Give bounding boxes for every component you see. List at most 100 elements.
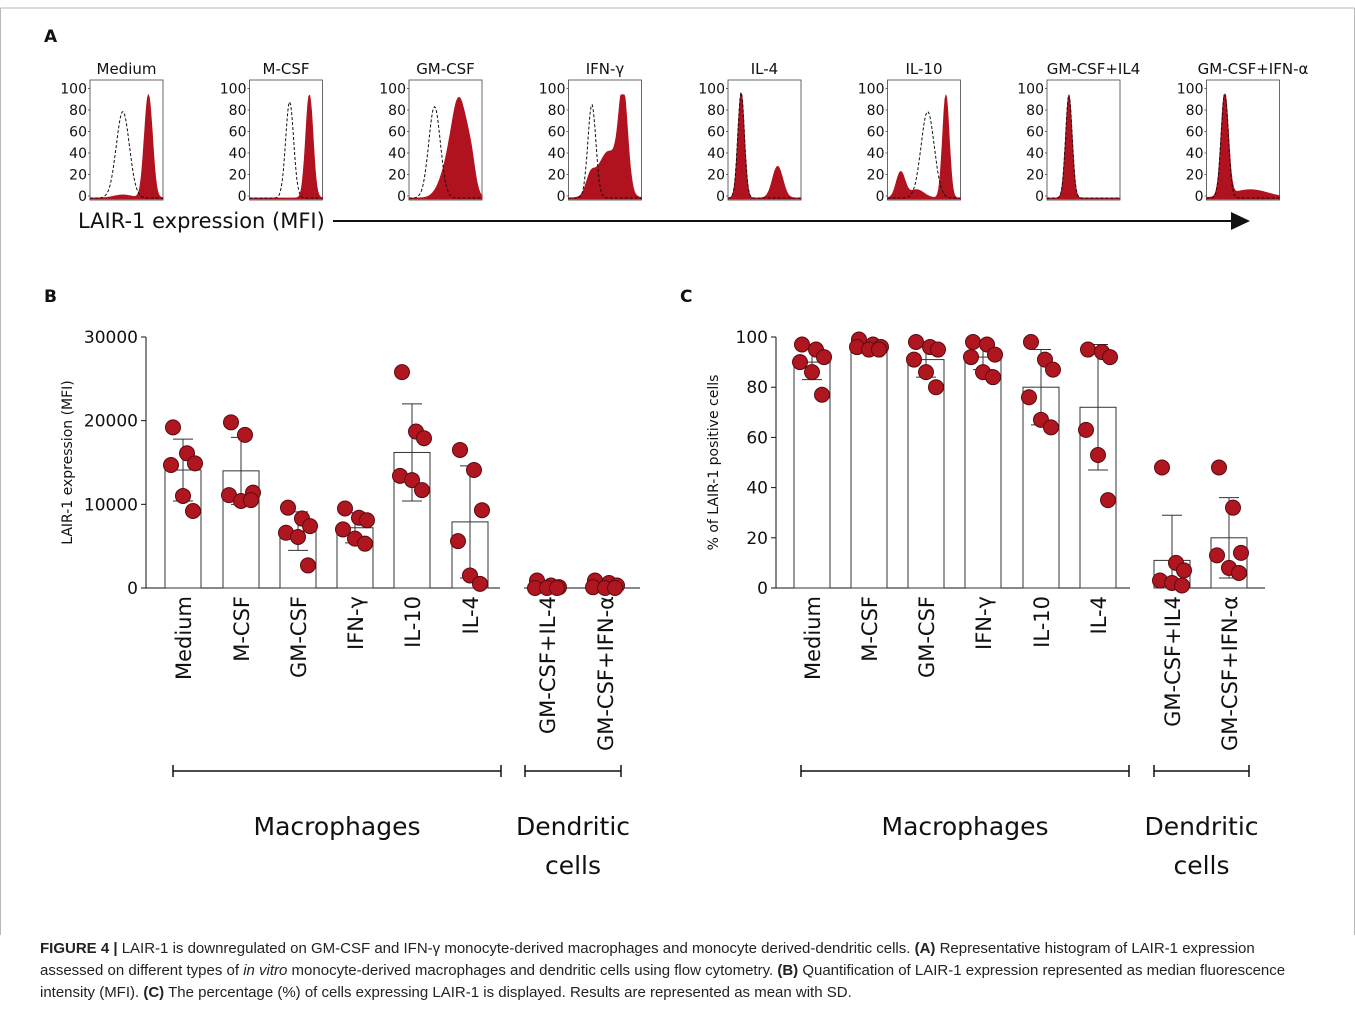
figure-caption: FIGURE 4 | LAIR-1 is downregulated on GM… xyxy=(40,938,1315,1004)
histogram-ytick-3-0: 0 xyxy=(397,189,406,205)
data-point-5-3 xyxy=(416,430,432,447)
histogram-ytick-2-2: 40 xyxy=(229,146,247,162)
histogram-ytick-8-0: 0 xyxy=(1195,189,1204,205)
histogram-axis-label: LAIR-1 expression (MFI) xyxy=(78,209,325,233)
category-label-2: M-CSF xyxy=(230,596,254,662)
data-point-6-5 xyxy=(1090,446,1106,463)
histogram-frame-3 xyxy=(408,79,483,201)
category-label-1: Medium xyxy=(801,596,825,680)
data-point-6-6 xyxy=(1100,492,1116,509)
data-point-6-1 xyxy=(452,441,468,458)
data-point-1-4 xyxy=(163,457,179,474)
histogram-ytick-5-4: 80 xyxy=(707,103,725,119)
histogram-ytick-2-1: 20 xyxy=(229,168,247,184)
histogram-ytick-3-1: 20 xyxy=(388,168,406,184)
data-point-3-5 xyxy=(290,528,306,545)
figure: A B C Medium 0 20 40 60 80 100 M-CSF 0 20 40 60 80 10… xyxy=(0,7,1355,935)
category-label-8: GM-CSF+IFN-α xyxy=(1218,596,1242,751)
histogram-ytick-2-3: 60 xyxy=(229,125,247,141)
histogram-isotype-curve-3 xyxy=(409,106,482,199)
data-point-3-6 xyxy=(300,557,316,574)
histogram-ytick-1-2: 40 xyxy=(69,146,87,162)
group-label-2-line-2: cells xyxy=(545,851,601,880)
histogram-ytick-1-4: 80 xyxy=(69,103,87,119)
caption-figure-number: FIGURE 4 | xyxy=(40,940,118,957)
histogram-ytick-8-2: 40 xyxy=(1186,146,1204,162)
caption-c-tag: (C) xyxy=(143,984,165,1001)
histogram-ytick-5-1: 20 xyxy=(707,168,725,184)
data-point-3-6 xyxy=(928,379,944,396)
histogram-ytick-8-1: 20 xyxy=(1186,168,1204,184)
histogram-title-3: GM-CSF xyxy=(416,60,475,78)
data-point-6-4 xyxy=(450,533,466,550)
category-label-5: IL-10 xyxy=(1030,596,1054,648)
histogram-ytick-3-2: 40 xyxy=(388,146,406,162)
data-point-4-6 xyxy=(357,535,373,552)
data-point-2-6 xyxy=(243,492,259,509)
y-tick-label: 40 xyxy=(746,479,768,499)
y-axis-label: LAIR-1 expression (MFI) xyxy=(60,380,76,545)
histogram-ytick-7-1: 20 xyxy=(1026,168,1044,184)
category-label-4: IFN-γ xyxy=(344,596,368,650)
data-point-8-3 xyxy=(1233,544,1249,561)
data-point-4-4 xyxy=(963,349,979,366)
histogram-isotype-curve-4 xyxy=(568,104,642,199)
histogram-positive-curve-1 xyxy=(89,93,164,200)
data-point-1-1 xyxy=(794,336,810,353)
histogram-ytick-4-1: 20 xyxy=(548,168,566,184)
data-point-8-6 xyxy=(607,580,623,596)
data-point-5-1 xyxy=(1023,334,1039,351)
data-point-8-4 xyxy=(1209,547,1225,564)
category-label-3: GM-CSF xyxy=(915,596,939,678)
histogram-ytick-7-5: 100 xyxy=(1017,82,1044,98)
y-tick-label: 80 xyxy=(746,378,768,398)
y-tick-label: 60 xyxy=(746,428,768,448)
data-point-1-1 xyxy=(165,419,181,436)
histogram-ytick-2-0: 0 xyxy=(238,189,247,205)
data-point-7-6 xyxy=(1174,577,1190,594)
data-point-1-6 xyxy=(814,386,830,403)
data-point-8-2 xyxy=(1225,499,1241,516)
histogram-isotype-curve-7 xyxy=(1047,94,1120,199)
histogram-title-2: M-CSF xyxy=(263,60,310,78)
histogram-axis-arrow-head xyxy=(1231,212,1250,230)
histogram-ytick-4-0: 0 xyxy=(557,189,566,205)
histogram-isotype-curve-8 xyxy=(1206,93,1280,199)
histogram-positive-curve-3 xyxy=(408,96,483,200)
histogram-ytick-4-3: 60 xyxy=(548,125,566,141)
caption-b-tag: (B) xyxy=(777,962,799,979)
histogram-ytick-3-4: 80 xyxy=(388,103,406,119)
histogram-ytick-7-2: 40 xyxy=(1026,146,1044,162)
data-point-1-5 xyxy=(804,364,820,381)
histogram-positive-curve-8 xyxy=(1206,94,1280,200)
data-point-3-1 xyxy=(280,499,296,516)
data-point-1-5 xyxy=(175,487,191,504)
y-tick-label: 10000 xyxy=(84,495,138,515)
data-point-6-4 xyxy=(1078,421,1094,438)
histogram-isotype-curve-2 xyxy=(249,100,323,199)
data-point-7-3 xyxy=(1176,562,1192,579)
bar-2 xyxy=(850,344,888,589)
histogram-ytick-4-4: 80 xyxy=(548,103,566,119)
data-point-8-6 xyxy=(1231,564,1247,581)
data-point-4-6 xyxy=(985,369,1001,386)
group-label-1-line-1: Macrophages xyxy=(254,812,421,841)
data-point-3-1 xyxy=(908,334,924,351)
category-label-7: GM-CSF+IL4 xyxy=(1161,596,1185,727)
data-point-4-1 xyxy=(337,500,353,517)
histogram-title-1: Medium xyxy=(97,60,157,78)
histogram-ytick-6-4: 80 xyxy=(867,103,885,119)
data-point-5-6 xyxy=(1043,419,1059,436)
histogram-ytick-5-5: 100 xyxy=(698,82,725,98)
histogram-ytick-1-5: 100 xyxy=(60,82,87,98)
data-point-1-6 xyxy=(185,503,201,520)
data-point-2-6 xyxy=(871,341,887,358)
histogram-ytick-4-2: 40 xyxy=(548,146,566,162)
group-label-1-line-1: Macrophages xyxy=(882,812,1049,841)
bar-4 xyxy=(964,356,1002,589)
y-tick-label: 100 xyxy=(736,328,768,348)
caption-title: LAIR-1 is downregulated on GM-CSF and IF… xyxy=(117,940,915,957)
histogram-positive-curve-5 xyxy=(727,92,802,200)
histogram-frame-2 xyxy=(249,79,323,201)
histogram-frame-1 xyxy=(89,79,164,201)
